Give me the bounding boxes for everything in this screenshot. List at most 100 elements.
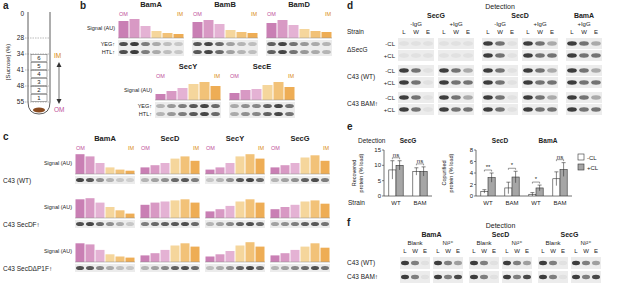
lane-label: W	[453, 29, 459, 35]
blot-band	[267, 42, 276, 46]
blot-band	[399, 41, 409, 45]
blot-band	[547, 107, 557, 111]
blot-band	[490, 275, 498, 279]
blot-band	[174, 42, 183, 46]
blot	[400, 271, 430, 283]
blot-band	[579, 95, 589, 99]
bar	[216, 209, 225, 218]
om-label: OM	[156, 73, 165, 79]
blot-band	[126, 222, 134, 226]
blot-band	[507, 95, 517, 99]
tick-label: 5	[378, 178, 382, 184]
blot-band	[206, 266, 214, 270]
blot-band	[189, 112, 198, 116]
blot-band	[495, 41, 505, 45]
blot-band	[215, 42, 224, 46]
lane-label: E	[561, 248, 565, 254]
blot-band	[321, 222, 329, 226]
blot-band	[167, 104, 176, 108]
blot-band	[116, 222, 124, 226]
blot-band	[495, 68, 505, 72]
plot-area	[141, 156, 200, 174]
blot-label: YEG↑	[138, 103, 153, 109]
blot-band	[483, 107, 493, 111]
bar	[256, 247, 265, 262]
plot-area	[141, 243, 200, 262]
blot-band	[167, 112, 176, 116]
bar	[248, 33, 258, 38]
blot	[502, 257, 532, 269]
bar	[126, 214, 135, 218]
lane-label: W	[412, 248, 418, 254]
tick-label: 2	[470, 182, 474, 188]
blot	[140, 264, 200, 272]
blot-band	[263, 112, 272, 116]
fraction-label: 6	[37, 55, 41, 61]
blot	[482, 50, 518, 61]
blot-band	[156, 112, 165, 116]
blot-band	[439, 41, 449, 45]
blot-band	[301, 266, 309, 270]
blot-band	[423, 80, 433, 84]
blot-band	[480, 261, 488, 265]
strain-header: Strain	[347, 28, 364, 35]
blot-band	[116, 178, 124, 182]
blot-band	[451, 53, 461, 57]
blot-band	[86, 266, 94, 270]
error-bar	[390, 161, 394, 179]
blot-band	[291, 222, 299, 226]
axis-title: [Sucrose] (%)	[5, 44, 11, 80]
fraction-box	[31, 63, 47, 70]
blot-band	[523, 68, 533, 72]
blot	[469, 257, 499, 269]
blot-band	[226, 50, 235, 54]
blot-band	[321, 266, 329, 270]
blot	[482, 38, 518, 49]
blot-band	[591, 41, 601, 45]
sucrose-label: 48	[17, 82, 25, 89]
blot-band	[152, 42, 161, 46]
bar	[76, 243, 85, 262]
blot-band	[572, 261, 580, 265]
blot-band	[256, 222, 264, 226]
blot	[75, 264, 135, 272]
blot	[482, 104, 518, 115]
bar	[215, 24, 225, 38]
group-label: BamA	[421, 231, 441, 238]
bar	[236, 202, 245, 219]
blot-band	[86, 222, 94, 226]
bar	[116, 257, 125, 263]
blot-band	[289, 42, 298, 46]
bar	[271, 209, 280, 218]
bar	[216, 167, 225, 174]
bar	[178, 88, 188, 100]
blot-band	[241, 104, 250, 108]
blot-band	[252, 104, 261, 108]
lane-label: E	[426, 29, 430, 35]
blot	[522, 38, 558, 49]
condition-label: Ni²⁺	[512, 240, 523, 246]
condition-label: +IgG	[577, 21, 591, 27]
fraction-label: 4	[37, 71, 41, 77]
baseline	[118, 38, 184, 39]
blot	[229, 102, 295, 118]
blot-band	[579, 80, 589, 84]
bar	[151, 165, 160, 174]
chart-title: SecD	[161, 134, 180, 143]
error-bar	[554, 172, 558, 186]
blot-band	[216, 266, 224, 270]
blot-band	[483, 95, 493, 99]
bar	[236, 246, 245, 263]
error-bar	[490, 173, 494, 182]
axis-title-line: Recovered	[351, 160, 357, 187]
blot-band	[463, 68, 473, 72]
blot-band	[547, 53, 557, 57]
blot-band	[567, 80, 577, 84]
bar	[96, 203, 105, 218]
sucrose-label: 28	[17, 34, 25, 41]
blot-band	[126, 178, 134, 182]
bar	[76, 154, 85, 174]
blot-band	[411, 80, 421, 84]
bar	[285, 87, 295, 100]
bar	[174, 34, 184, 38]
